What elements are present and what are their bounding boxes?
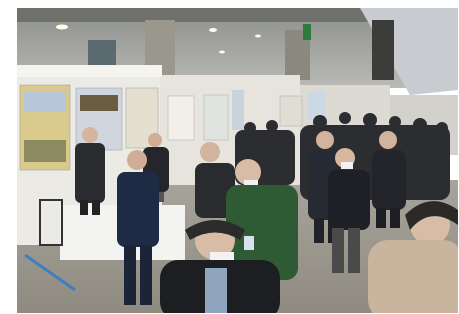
truss bbox=[372, 20, 394, 80]
page bbox=[0, 0, 459, 314]
scene bbox=[17, 8, 459, 314]
vent bbox=[88, 40, 116, 68]
booth-header bbox=[17, 65, 162, 77]
photo bbox=[0, 0, 459, 314]
exit-sign bbox=[303, 24, 311, 40]
